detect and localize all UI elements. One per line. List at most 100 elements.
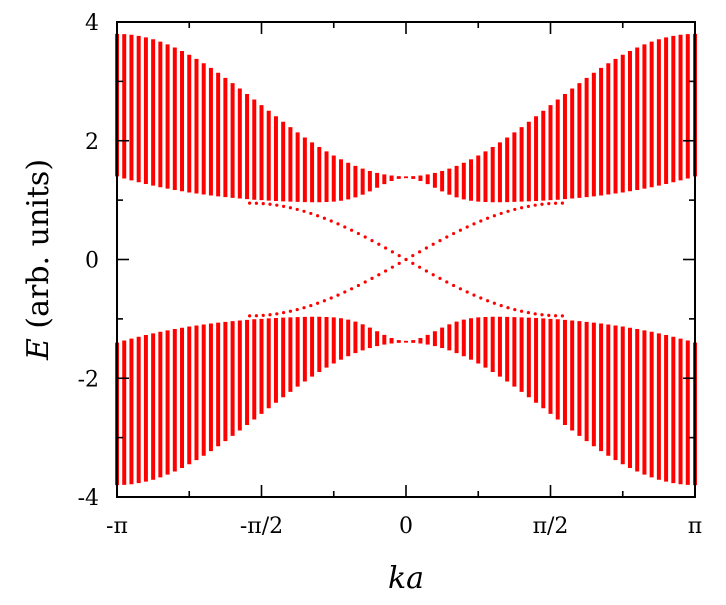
edge-state-point <box>492 214 496 218</box>
edge-state-point <box>350 228 354 232</box>
edge-state-point <box>261 313 265 317</box>
edge-state-point <box>370 239 374 243</box>
edge-state-point <box>322 216 327 220</box>
edge-state-point <box>472 222 476 226</box>
edge-state-point <box>533 312 537 316</box>
edge-state-point <box>424 269 428 273</box>
edge-state-point <box>390 250 395 254</box>
bulk-bands <box>115 33 697 486</box>
edge-state-point <box>424 246 428 250</box>
edge-state-point <box>506 306 510 310</box>
edge-state-point <box>302 306 306 310</box>
edge-state-point <box>356 283 361 288</box>
edge-state-point <box>248 201 252 205</box>
edge-state-point <box>526 311 530 315</box>
edge-state-point <box>553 201 558 205</box>
edge-state-point <box>499 211 503 216</box>
edge-state-point <box>458 287 462 291</box>
edge-state-point <box>411 261 415 265</box>
edge-state-point <box>343 225 347 229</box>
edge-state-point <box>336 293 340 297</box>
edge-state-point <box>322 299 327 303</box>
edge-state-point <box>295 207 299 212</box>
edge-state-point <box>540 202 544 206</box>
x-tick-labels: -π -π/2 0 π/2 π <box>106 514 702 539</box>
edge-state-point <box>451 283 456 288</box>
edge-state-point <box>560 201 564 205</box>
y-tick-label: -2 <box>78 367 99 392</box>
edge-state-point <box>411 254 415 258</box>
y-tick-label: 4 <box>85 11 99 36</box>
edge-state-point <box>336 222 340 226</box>
edge-state-point <box>417 250 422 254</box>
x-axis-label: ka <box>388 561 424 596</box>
edge-state-point <box>377 242 381 246</box>
axis-ticks <box>116 21 696 498</box>
y-axis-label-symbol: E <box>21 338 56 361</box>
edge-state-point <box>445 235 449 239</box>
edge-state-point <box>465 225 469 229</box>
edge-state-point <box>254 314 259 318</box>
edge-state-point <box>350 287 354 291</box>
edge-state-point <box>370 276 374 280</box>
y-tick-labels: -4 -2 0 2 4 <box>78 11 99 511</box>
edge-state-point <box>390 265 395 269</box>
edge-state-point <box>445 280 449 284</box>
edge-state-point <box>472 293 476 297</box>
edge-state-point <box>248 314 252 318</box>
edge-state-point <box>479 219 483 223</box>
edge-state-point <box>547 313 551 317</box>
edge-state-point <box>384 246 388 250</box>
edge-state-point <box>540 313 544 317</box>
edge-state-point <box>309 211 313 216</box>
edge-state-point <box>485 216 490 220</box>
edge-state-point <box>288 206 293 210</box>
edge-state-point <box>560 314 564 318</box>
x-tick-label: 0 <box>399 514 413 539</box>
edge-state-point <box>268 202 272 206</box>
edge-state-point <box>343 290 347 294</box>
edge-state-point <box>485 299 490 303</box>
edge-state-point <box>492 301 496 305</box>
edge-state-point <box>356 231 361 236</box>
edge-state-point <box>479 296 483 300</box>
x-tick-label: -π/2 <box>240 514 283 539</box>
edge-state-point <box>282 204 286 208</box>
edge-state-point <box>438 276 442 280</box>
edge-state-point <box>275 312 279 316</box>
edge-state-point <box>506 209 510 213</box>
edge-state-point <box>254 201 259 205</box>
edge-state-point <box>431 273 435 277</box>
x-tick-label: π <box>688 514 702 539</box>
y-tick-label: -4 <box>78 486 99 511</box>
edge-state-point <box>547 202 551 206</box>
edge-state-point <box>295 307 299 312</box>
edge-state-point <box>275 203 279 207</box>
edge-state-point <box>451 231 456 236</box>
edge-state-point <box>329 219 333 223</box>
edge-state-point <box>384 269 388 273</box>
edge-states <box>248 201 564 318</box>
edge-state-point <box>397 254 401 258</box>
edge-state-point <box>417 265 422 269</box>
edge-state-point <box>513 307 517 312</box>
edge-state-point <box>316 301 320 305</box>
edge-state-point <box>519 309 524 313</box>
edge-state-point <box>404 257 408 262</box>
y-axis-label-units: (arb. units) <box>21 159 56 338</box>
y-tick-label: 2 <box>85 130 99 155</box>
edge-state-point <box>316 214 320 218</box>
edge-state-point <box>309 303 313 308</box>
edge-state-point <box>288 309 293 313</box>
edge-state-point <box>526 204 530 208</box>
edge-state-point <box>261 202 265 206</box>
edge-state-point <box>363 235 367 239</box>
edge-state-point <box>282 311 286 315</box>
edge-state-point <box>431 242 435 246</box>
edge-state-point <box>377 273 381 277</box>
x-tick-label: π/2 <box>533 514 569 539</box>
edge-state-point <box>519 206 524 210</box>
edge-state-point <box>533 203 537 207</box>
edge-state-point <box>268 313 272 317</box>
